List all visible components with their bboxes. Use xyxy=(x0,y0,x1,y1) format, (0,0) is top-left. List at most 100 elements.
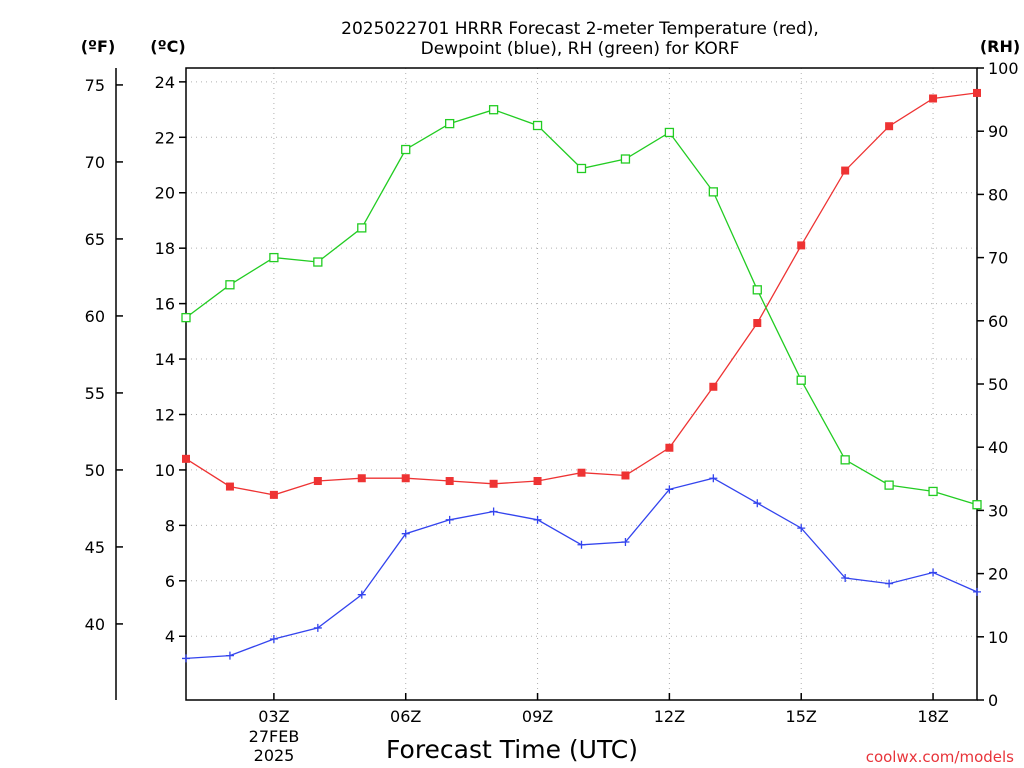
dewpoint-point xyxy=(577,540,586,549)
temperature-point xyxy=(753,319,762,328)
rh-tick-label: 80 xyxy=(988,185,1008,204)
fahrenheit-tick-label: 40 xyxy=(85,615,105,634)
rh-tick-label: 20 xyxy=(988,565,1008,584)
dewpoint-point xyxy=(313,623,322,632)
time-tick-label: 09Z xyxy=(522,707,553,726)
rh-point xyxy=(357,223,367,233)
temperature-point xyxy=(533,477,542,486)
rh-point xyxy=(269,252,279,263)
dewpoint-point xyxy=(665,485,674,494)
temperature-point xyxy=(709,382,718,391)
fahrenheit-tick-label: 55 xyxy=(85,384,105,403)
temperature-line xyxy=(185,92,978,496)
rh-point xyxy=(884,480,894,490)
celsius-tick-label: 6 xyxy=(165,572,175,591)
fahrenheit-axis-ticks: 40 45 50 55 60 65 70 75 xyxy=(85,76,123,634)
celsius-tick-label: 12 xyxy=(155,405,175,424)
rh-tick-label: 10 xyxy=(988,628,1008,647)
rh-point xyxy=(708,187,718,197)
time-tick-label: 15Z xyxy=(786,707,817,726)
rh-axis-ticks: 0 10 20 30 40 50 60 70 80 90 100 xyxy=(977,59,1019,710)
rh-tick-label: 40 xyxy=(988,438,1008,457)
fahrenheit-tick-label: 45 xyxy=(85,538,105,557)
dewpoint-point xyxy=(929,568,938,577)
x-axis-title: Forecast Time (UTC) xyxy=(386,735,638,764)
fahrenheit-tick-label: 65 xyxy=(85,230,105,249)
time-tick-label: 12Z xyxy=(654,707,685,726)
rh-point xyxy=(445,118,455,129)
dewpoint-point xyxy=(225,651,234,660)
rh-point xyxy=(181,312,191,323)
celsius-tick-label: 8 xyxy=(165,516,175,535)
celsius-tick-label: 16 xyxy=(155,295,175,314)
dewpoint-point xyxy=(533,515,542,524)
dewpoint-point xyxy=(357,590,366,599)
dewpoint-point xyxy=(885,579,894,588)
temperature-point xyxy=(225,482,234,491)
rh-point xyxy=(225,280,235,290)
temperature-point xyxy=(665,443,674,452)
plot-frame xyxy=(185,67,978,701)
rh-point xyxy=(488,105,499,115)
dewpoint-point xyxy=(445,515,454,524)
celsius-tick-label: 20 xyxy=(155,184,175,203)
rh-point xyxy=(664,127,675,138)
rh-series xyxy=(181,105,982,510)
celsius-tick-label: 14 xyxy=(155,350,175,369)
rh-point xyxy=(620,154,631,164)
temperature-point xyxy=(269,490,278,499)
temperature-point xyxy=(885,122,894,131)
temperature-point xyxy=(841,166,850,175)
fahrenheit-tick-label: 75 xyxy=(85,76,105,95)
temperature-point xyxy=(313,477,322,486)
fahrenheit-unit-label: (ºF) xyxy=(81,37,116,56)
rh-tick-label: 0 xyxy=(988,691,998,710)
fahrenheit-tick-label: 50 xyxy=(85,461,105,480)
rh-point xyxy=(532,120,543,131)
celsius-tick-label: 4 xyxy=(165,627,175,646)
grid-lines xyxy=(186,68,977,700)
series-layer xyxy=(181,88,982,663)
date-label-year: 2025 xyxy=(254,746,295,765)
temperature-point xyxy=(973,88,981,97)
rh-tick-label: 60 xyxy=(988,312,1008,331)
rh-tick-label: 100 xyxy=(988,59,1019,78)
dewpoint-point xyxy=(797,524,806,533)
chart-title-line1: 2025022701 HRRR Forecast 2-meter Tempera… xyxy=(341,19,819,39)
temperature-point xyxy=(577,468,586,477)
fahrenheit-tick-label: 70 xyxy=(85,153,105,172)
temperature-point xyxy=(357,474,366,483)
time-tick-label: 06Z xyxy=(390,707,421,726)
temperature-point xyxy=(797,241,806,250)
celsius-unit-label: (ºC) xyxy=(150,37,185,56)
dewpoint-point xyxy=(753,499,762,508)
celsius-tick-label: 24 xyxy=(155,73,175,92)
rh-tick-label: 50 xyxy=(988,375,1008,394)
celsius-tick-label: 22 xyxy=(155,128,175,147)
celsius-axis-ticks: 4 6 8 10 12 14 16 18 20 22 24 xyxy=(155,73,186,646)
rh-tick-label: 70 xyxy=(988,249,1008,268)
temperature-point xyxy=(445,477,454,486)
celsius-tick-label: 18 xyxy=(155,239,175,258)
temperature-point xyxy=(182,454,190,463)
rh-point xyxy=(796,375,806,385)
time-tick-label: 03Z xyxy=(258,707,289,726)
temperature-point xyxy=(489,479,498,488)
temperature-series xyxy=(182,88,981,499)
rh-point xyxy=(928,486,938,497)
dewpoint-point xyxy=(401,529,410,538)
dewpoint-point xyxy=(182,654,190,663)
rh-unit-label: (RH) xyxy=(980,37,1020,56)
dewpoint-point xyxy=(621,538,630,546)
temperature-point xyxy=(929,94,938,103)
rh-point xyxy=(840,455,850,465)
rh-point xyxy=(576,163,587,174)
rh-point xyxy=(752,285,762,295)
dewpoint-line xyxy=(185,477,978,660)
dewpoint-point xyxy=(973,587,981,596)
temperature-point xyxy=(401,474,410,483)
temperature-point xyxy=(621,471,630,480)
rh-tick-label: 30 xyxy=(988,501,1008,520)
date-label-day: 27FEB xyxy=(249,727,300,746)
